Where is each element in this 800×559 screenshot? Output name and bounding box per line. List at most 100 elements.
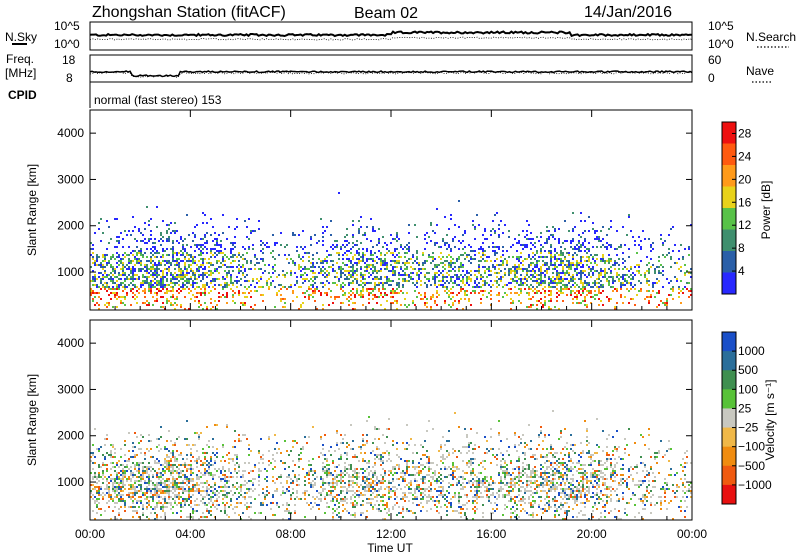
heatmap-cell bbox=[134, 278, 136, 280]
heatmap-cell bbox=[100, 466, 102, 468]
heatmap-cell bbox=[170, 466, 172, 468]
heatmap-cell bbox=[298, 458, 300, 460]
heatmap-cell bbox=[130, 282, 132, 284]
heatmap-cell bbox=[624, 280, 626, 282]
heatmap-cell bbox=[156, 438, 158, 440]
heatmap-cell bbox=[602, 226, 604, 228]
heatmap-cell bbox=[150, 286, 152, 288]
heatmap-cell bbox=[292, 232, 294, 234]
heatmap-cell bbox=[102, 474, 104, 476]
heatmap-cell bbox=[164, 512, 166, 514]
heatmap-cell bbox=[254, 254, 256, 256]
heatmap-cell bbox=[112, 466, 114, 468]
heatmap-cell bbox=[494, 254, 496, 256]
heatmap-cell bbox=[158, 488, 160, 490]
heatmap-cell bbox=[118, 264, 120, 266]
heatmap-cell bbox=[150, 248, 152, 250]
heatmap-cell bbox=[354, 500, 356, 502]
heatmap-cell bbox=[590, 276, 592, 278]
heatmap-cell bbox=[574, 248, 576, 250]
heatmap-cell bbox=[560, 286, 562, 288]
heatmap-cell bbox=[602, 238, 604, 240]
heatmap-cell bbox=[546, 268, 548, 270]
heatmap-cell bbox=[550, 298, 552, 300]
heatmap-cell bbox=[142, 472, 144, 474]
heatmap-cell bbox=[176, 304, 178, 306]
heatmap-cell bbox=[168, 470, 170, 472]
heatmap-cell bbox=[534, 266, 536, 268]
heatmap-cell bbox=[326, 294, 328, 296]
heatmap-cell bbox=[152, 456, 154, 458]
heatmap-cell bbox=[444, 260, 446, 262]
heatmap-cell bbox=[148, 488, 150, 490]
heatmap-cell bbox=[614, 248, 616, 250]
heatmap-cell bbox=[180, 452, 182, 454]
heatmap-cell bbox=[130, 290, 132, 292]
heatmap-cell bbox=[578, 278, 580, 280]
heatmap-cell bbox=[348, 476, 350, 478]
heatmap-cell bbox=[226, 272, 228, 274]
heatmap-cell bbox=[488, 256, 490, 258]
heatmap-cell bbox=[190, 276, 192, 278]
heatmap-cell bbox=[572, 240, 574, 242]
heatmap-cell bbox=[116, 482, 118, 484]
heatmap-cell bbox=[556, 252, 558, 254]
heatmap-cell bbox=[162, 302, 164, 304]
heatmap-cell bbox=[432, 252, 434, 254]
heatmap-cell bbox=[224, 486, 226, 488]
heatmap-cell bbox=[498, 284, 500, 286]
heatmap-cell bbox=[522, 264, 524, 266]
heatmap-cell bbox=[540, 268, 542, 270]
heatmap-cell bbox=[190, 468, 192, 470]
heatmap-cell bbox=[174, 490, 176, 492]
heatmap-cell bbox=[374, 288, 376, 290]
heatmap-cell bbox=[188, 480, 190, 482]
heatmap-cell bbox=[350, 468, 352, 470]
heatmap-cell bbox=[224, 460, 226, 462]
heatmap-cell bbox=[336, 500, 338, 502]
heatmap-cell bbox=[94, 262, 96, 264]
heatmap-cell bbox=[368, 292, 370, 294]
heatmap-cell bbox=[332, 486, 334, 488]
heatmap-cell bbox=[662, 254, 664, 256]
heatmap-cell bbox=[160, 286, 162, 288]
heatmap-cell bbox=[490, 274, 492, 276]
heatmap-cell bbox=[438, 270, 440, 272]
heatmap-cell bbox=[124, 504, 126, 506]
heatmap-cell bbox=[124, 488, 126, 490]
heatmap-cell bbox=[300, 270, 302, 272]
heatmap-cell bbox=[592, 222, 594, 224]
heatmap-cell bbox=[480, 246, 482, 248]
heatmap-cell bbox=[218, 486, 220, 488]
heatmap-cell bbox=[370, 240, 372, 242]
heatmap-cell bbox=[232, 476, 234, 478]
heatmap-cell bbox=[206, 240, 208, 242]
heatmap-cell bbox=[296, 484, 298, 486]
heatmap-cell bbox=[216, 470, 218, 472]
heatmap-cell bbox=[162, 260, 164, 262]
heatmap-cell bbox=[278, 476, 280, 478]
heatmap-cell bbox=[350, 270, 352, 272]
heatmap-cell bbox=[372, 246, 374, 248]
heatmap-cell bbox=[314, 282, 316, 284]
heatmap-cell bbox=[562, 278, 564, 280]
heatmap-cell bbox=[502, 296, 504, 298]
heatmap-cell bbox=[172, 512, 174, 514]
heatmap-cell bbox=[260, 244, 262, 246]
heatmap-cell bbox=[238, 270, 240, 272]
heatmap-cell bbox=[656, 306, 658, 308]
heatmap-cell bbox=[156, 504, 158, 506]
heatmap-cell bbox=[110, 264, 112, 266]
heatmap-cell bbox=[346, 458, 348, 460]
heatmap-cell bbox=[388, 278, 390, 280]
heatmap-cell bbox=[268, 492, 270, 494]
heatmap-cell bbox=[194, 260, 196, 262]
heatmap-cell bbox=[302, 274, 304, 276]
heatmap-cell bbox=[544, 270, 546, 272]
heatmap-cell bbox=[478, 282, 480, 284]
heatmap-cell bbox=[320, 262, 322, 264]
heatmap-cell bbox=[180, 260, 182, 262]
heatmap-cell bbox=[118, 242, 120, 244]
heatmap-cell bbox=[370, 264, 372, 266]
cpid-label: CPID bbox=[8, 88, 37, 102]
